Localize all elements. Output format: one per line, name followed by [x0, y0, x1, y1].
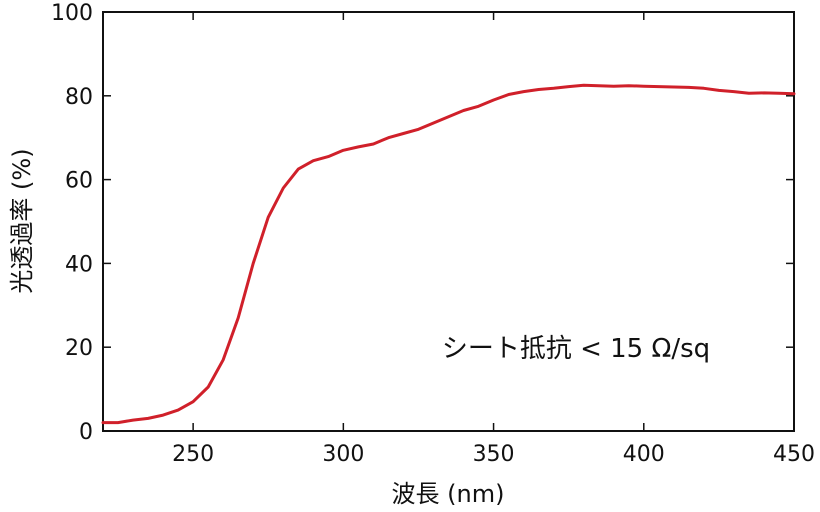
y-tick-labels: 0 20 40 60 80 100: [51, 1, 93, 445]
y-tick-label: 60: [65, 169, 93, 194]
plot-frame: [102, 11, 795, 432]
x-tick-label: 350: [473, 442, 515, 467]
plot-area: [101, 11, 796, 432]
y-tick-label: 100: [51, 1, 93, 26]
x-tick-label: 400: [623, 442, 665, 467]
x-tick-label: 450: [773, 442, 815, 467]
tick-marks: [103, 11, 795, 432]
y-tick-label: 80: [65, 85, 93, 110]
y-tick-label: 20: [65, 336, 93, 361]
transmittance-series-line: [101, 83, 796, 425]
sheet-resistance-annotation: シート抵抗 < 15 Ω/sq: [442, 334, 710, 364]
y-axis-title: 光透過率 (%): [8, 148, 36, 293]
x-tick-label: 300: [322, 442, 364, 467]
x-tick-labels: 250 300 350 400 450: [172, 442, 815, 467]
y-tick-label: 40: [65, 252, 93, 277]
y-tick-label: 0: [79, 420, 93, 445]
x-tick-label: 250: [172, 442, 214, 467]
x-axis-title: 波長 (nm): [392, 480, 505, 508]
